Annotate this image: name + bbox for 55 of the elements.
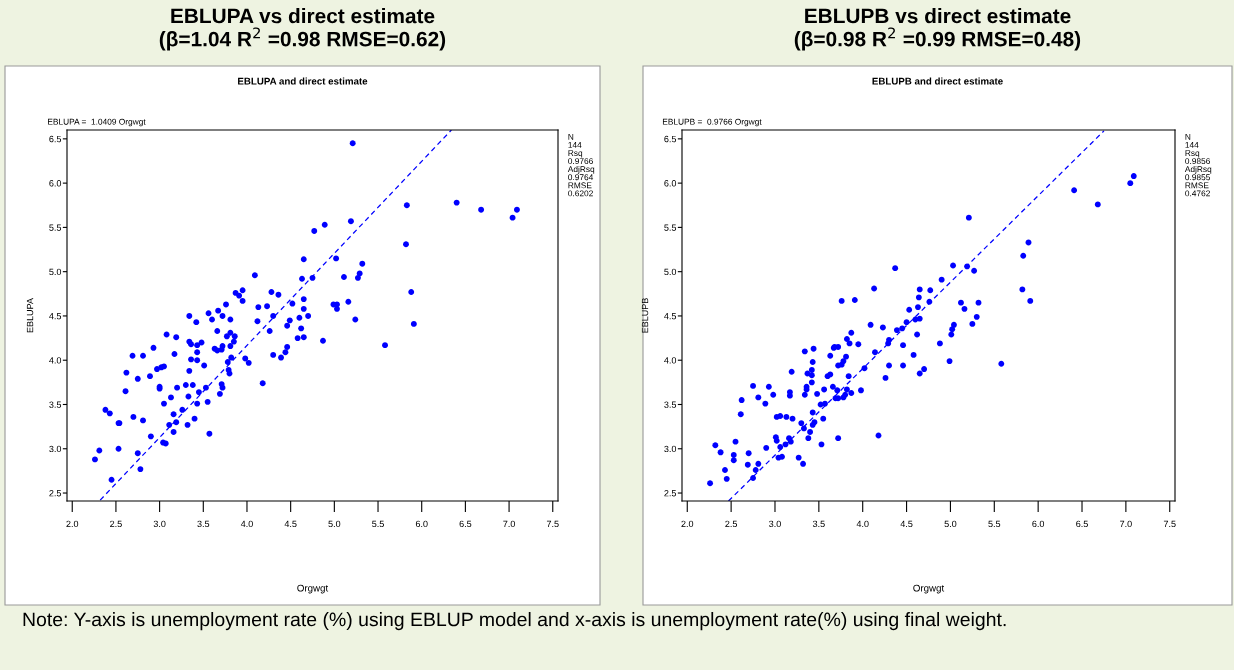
y-tick-label: 5.0 [664,268,677,276]
y-tick-label: 4.0 [49,357,62,364]
x-axis-title: Orgwgt [297,584,329,594]
chart-subtitle: EBLUPB and direct estimate [872,77,1003,85]
y-tick-label: 5.0 [49,268,62,276]
x-tick-label: 7.0 [503,520,515,528]
y-tick-label: 5.5 [49,224,62,231]
x-tick-label: 6.5 [1076,520,1088,528]
y-tick-label: 3.0 [664,445,677,453]
y-tick-label: 6.5 [664,135,677,143]
y-tick-label: 5.5 [664,224,677,231]
text: Note: Y-axis is unemployment rate (%) using EBLUP model and x-axis is unemployment rate(%) using final weight. [23,612,1006,631]
y-tick-label: 2.5 [49,490,62,497]
y-tick-label: 6.0 [664,180,677,187]
text: EBLUPA = 1.0409 Orgwgt [48,118,146,127]
y-tick-label: 3.0 [49,445,62,453]
x-tick-label: 5.5 [372,520,384,528]
x-tick-label: 6.5 [459,520,472,528]
y-tick-label: 2.5 [664,490,677,497]
x-axis-title: Orgwgt [913,584,945,594]
y-tick-label: 4.0 [664,357,677,364]
x-tick-label: 7.5 [546,520,559,528]
chart-title: EBLUPB vs direct estimate (β=0.98 R$^{2}$ =0.99 RMSE=0.48) [794,8,1081,51]
x-tick-label: 5.0 [328,520,341,528]
x-tick-label: 3.5 [197,520,210,528]
x-tick-label: 2.0 [681,520,694,528]
y-axis-title: EBLUPB [641,298,649,333]
x-tick-label: 2.0 [66,520,79,528]
x-tick-label: 7.0 [1120,520,1132,528]
text: EBLUPB = 0.9766 Orgwgt [662,118,762,127]
text: N 144 Rsq 0.9856 AdjRsq 0.9855 RMSE 0.4762 [1184,134,1212,197]
x-tick-label: 2.5 [110,520,122,528]
x-tick-label: 4.0 [240,520,253,528]
x-tick-label: 5.5 [988,520,1001,528]
chart-title: EBLUPA vs direct estimate (β=1.04 R$^{2}$ =0.98 RMSE=0.62) [159,8,446,51]
x-tick-label: 3.0 [153,520,166,528]
text: N 144 Rsq 0.9766 AdjRsq 0.9764 RMSE 0.6202 [567,134,595,197]
y-tick-label: 4.5 [49,313,62,320]
x-tick-label: 7.5 [1163,520,1176,528]
x-tick-label: 6.0 [1032,520,1045,528]
x-tick-label: 3.0 [769,520,781,528]
x-tick-label: 3.5 [812,520,825,528]
y-axis-title: EBLUPA [26,298,34,333]
y-tick-label: 6.5 [49,135,62,143]
y-tick-label: 3.5 [49,401,62,408]
x-tick-label: 4.5 [900,520,913,528]
x-tick-label: 6.0 [415,520,428,528]
x-tick-label: 4.0 [856,520,869,528]
y-tick-label: 6.0 [49,180,62,187]
x-tick-label: 5.0 [944,520,957,528]
y-tick-label: 3.5 [664,401,677,408]
x-tick-label: 2.5 [725,520,738,528]
x-tick-label: 4.5 [284,520,297,528]
chart-subtitle: EBLUPA and direct estimate [238,77,368,85]
y-tick-label: 4.5 [664,313,677,320]
